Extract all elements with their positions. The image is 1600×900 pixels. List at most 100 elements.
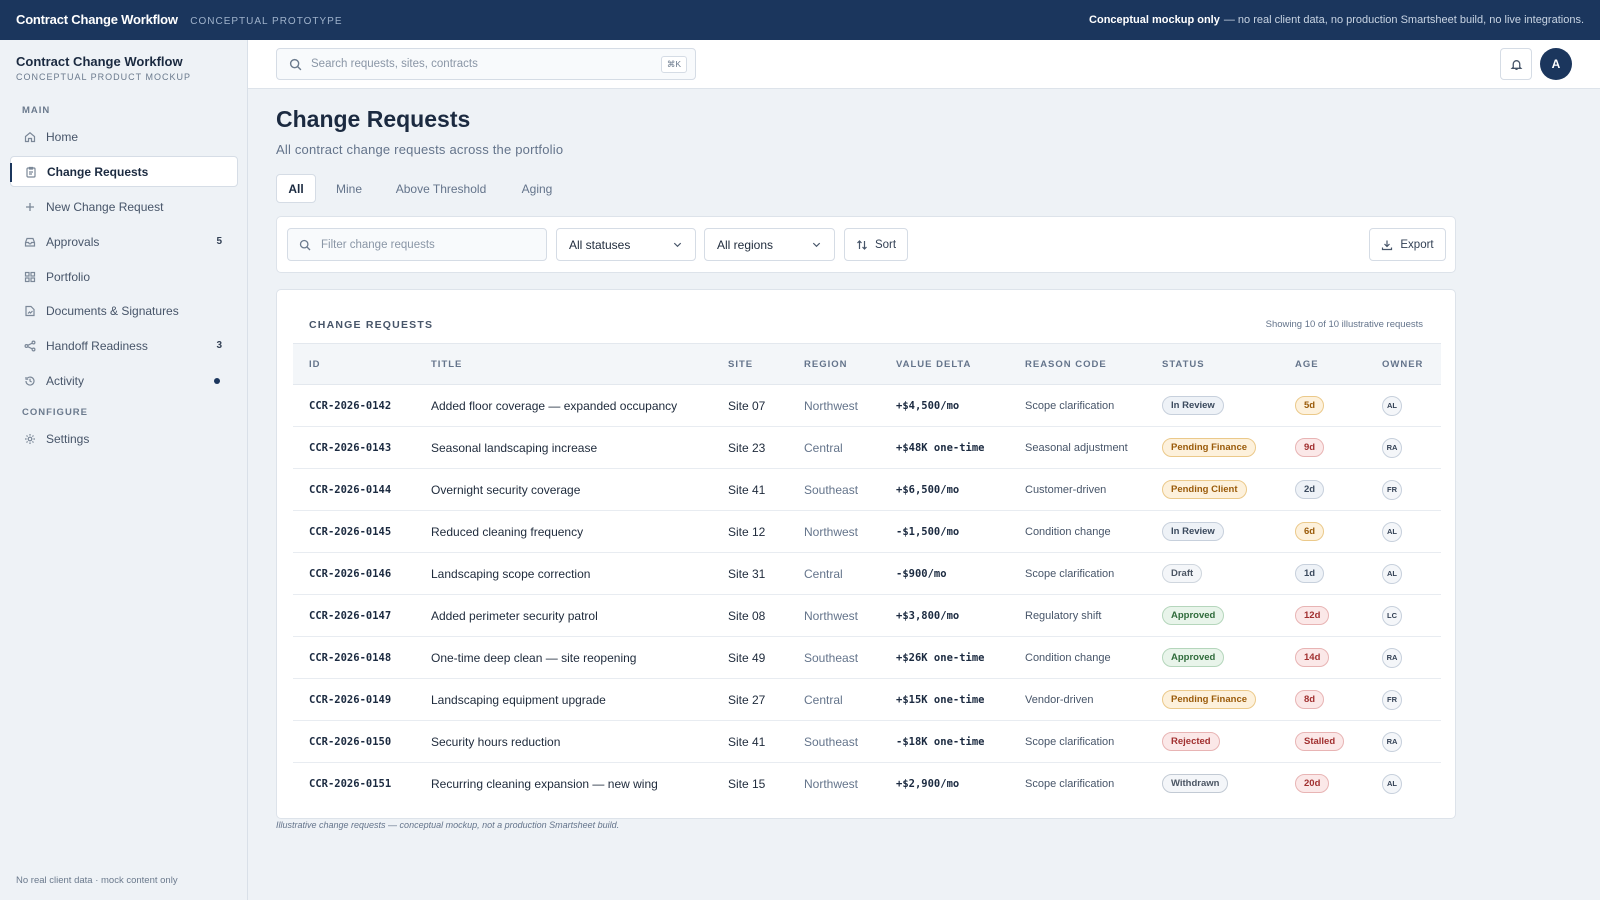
table-row[interactable]: CCR-2026-0144 Overnight security coverag… xyxy=(293,469,1441,511)
column-header-title[interactable]: TITLE xyxy=(431,358,463,370)
sidebar-item-approvals[interactable]: Approvals 5 xyxy=(10,226,238,257)
change-requests-table: ID TITLE SITE REGION VALUE DELTA REASON … xyxy=(293,343,1441,805)
table-row[interactable]: CCR-2026-0151 Recurring cleaning expansi… xyxy=(293,763,1441,805)
global-search[interactable]: ⌘K xyxy=(276,48,696,80)
age-cell: 14d xyxy=(1279,637,1366,679)
change-requests-card: CHANGE REQUESTS Showing 10 of 10 illustr… xyxy=(276,289,1456,819)
status-select[interactable]: All statuses xyxy=(556,228,696,261)
region-select[interactable]: All regions xyxy=(704,228,835,261)
age-cell: 9d xyxy=(1279,427,1366,469)
request-reason-code: Scope clarification xyxy=(1025,399,1115,412)
sidebar-item-activity[interactable]: Activity xyxy=(10,365,238,396)
table-row[interactable]: CCR-2026-0146 Landscaping scope correcti… xyxy=(293,553,1441,595)
column-header-status[interactable]: STATUS xyxy=(1162,358,1205,370)
sidebar-item-settings[interactable]: Settings xyxy=(10,423,238,454)
request-title: Overnight security coverage xyxy=(431,482,581,497)
export-button-label: Export xyxy=(1400,238,1434,251)
request-site: Site 15 xyxy=(728,776,766,791)
table-row[interactable]: CCR-2026-0149 Landscaping equipment upgr… xyxy=(293,679,1441,721)
age-badge: 20d xyxy=(1295,774,1330,794)
search-shortcut-hint: ⌘K xyxy=(660,56,687,73)
request-id[interactable]: CCR-2026-0143 xyxy=(309,441,392,454)
top-banner: Contract Change Workflow CONCEPTUAL PROT… xyxy=(0,0,1600,40)
status-cell: Pending Finance xyxy=(1146,679,1279,721)
search-icon xyxy=(299,239,311,250)
export-button[interactable]: Export xyxy=(1369,228,1446,261)
sort-button[interactable]: Sort xyxy=(844,228,908,261)
request-value-delta: -$1,500/mo xyxy=(896,525,960,538)
request-id[interactable]: CCR-2026-0149 xyxy=(309,693,392,706)
column-header-id[interactable]: ID xyxy=(309,358,321,370)
table-row[interactable]: CCR-2026-0147 Added perimeter security p… xyxy=(293,595,1441,637)
owner-avatar: RA xyxy=(1382,437,1402,458)
global-search-input[interactable] xyxy=(311,58,651,70)
table-row[interactable]: CCR-2026-0143 Seasonal landscaping incre… xyxy=(293,427,1441,469)
table-row[interactable]: CCR-2026-0148 One-time deep clean — site… xyxy=(293,637,1441,679)
request-id[interactable]: CCR-2026-0150 xyxy=(309,735,392,748)
inbox-icon xyxy=(24,236,36,248)
sidebar-item-documents-signatures[interactable]: Documents & Signatures xyxy=(10,295,238,326)
request-title: Reduced cleaning frequency xyxy=(431,524,584,539)
request-id[interactable]: CCR-2026-0151 xyxy=(309,777,392,790)
filter-search-input[interactable] xyxy=(321,238,531,251)
sidebar-item-label: Documents & Signatures xyxy=(46,303,179,318)
sidebar-item-portfolio[interactable]: Portfolio xyxy=(10,261,238,292)
tab-mine[interactable]: Mine xyxy=(335,181,362,196)
clipboard-icon xyxy=(25,166,37,178)
filter-search[interactable] xyxy=(287,228,547,261)
sidebar-item-home[interactable]: Home xyxy=(10,121,238,152)
table-row[interactable]: CCR-2026-0142 Added floor coverage — exp… xyxy=(293,385,1441,427)
tab-all[interactable]: All xyxy=(276,174,316,203)
age-cell: 8d xyxy=(1279,679,1366,721)
column-header-age[interactable]: AGE xyxy=(1295,358,1319,370)
table-row[interactable]: CCR-2026-0150 Security hours reduction S… xyxy=(293,721,1441,763)
column-header-site[interactable]: SITE xyxy=(728,358,754,370)
age-badge: 1d xyxy=(1295,564,1325,583)
request-site: Site 27 xyxy=(728,692,766,707)
age-cell: 1d xyxy=(1279,553,1366,595)
owner-avatar: RA xyxy=(1382,731,1402,752)
request-id[interactable]: CCR-2026-0144 xyxy=(309,483,392,496)
request-region: Central xyxy=(804,692,843,707)
age-cell: 2d xyxy=(1279,469,1366,511)
request-site: Site 31 xyxy=(728,566,766,581)
sidebar-item-change-requests[interactable]: Change Requests xyxy=(10,156,238,187)
age-badge: 12d xyxy=(1295,606,1330,625)
column-header-region[interactable]: REGION xyxy=(804,358,848,370)
request-id[interactable]: CCR-2026-0148 xyxy=(309,651,392,664)
document-sign-icon xyxy=(24,305,36,317)
request-id[interactable]: CCR-2026-0146 xyxy=(309,567,392,580)
status-cell: In Review xyxy=(1146,385,1279,427)
table-row[interactable]: CCR-2026-0145 Reduced cleaning frequency… xyxy=(293,511,1441,553)
sidebar-item-new-change-request[interactable]: New Change Request xyxy=(10,191,238,222)
request-title: Added perimeter security patrol xyxy=(431,608,598,623)
tab-aging[interactable]: Aging xyxy=(521,181,553,196)
request-title: Security hours reduction xyxy=(431,734,561,749)
status-badge: In Review xyxy=(1162,396,1224,415)
sidebar-item-handoff-readiness[interactable]: Handoff Readiness 3 xyxy=(10,330,238,361)
status-badge: Pending Client xyxy=(1162,480,1247,499)
notifications-button[interactable] xyxy=(1500,48,1532,80)
age-cell: 20d xyxy=(1279,763,1366,805)
request-id[interactable]: CCR-2026-0142 xyxy=(309,399,392,412)
column-header-reason-code[interactable]: REASON CODE xyxy=(1025,358,1107,370)
table-header-row: ID TITLE SITE REGION VALUE DELTA REASON … xyxy=(293,343,1441,385)
status-badge: Rejected xyxy=(1162,732,1220,751)
column-header-owner[interactable]: OWNER xyxy=(1382,358,1424,370)
request-reason-code: Vendor-driven xyxy=(1025,693,1094,706)
top-header: ⌘K A xyxy=(248,40,1600,89)
status-cell: Approved xyxy=(1146,595,1279,637)
request-id[interactable]: CCR-2026-0145 xyxy=(309,525,392,538)
request-id[interactable]: CCR-2026-0147 xyxy=(309,609,392,622)
age-cell: Stalled xyxy=(1279,721,1366,763)
owner-cell: FR xyxy=(1366,679,1441,721)
tab-above-threshold[interactable]: Above Threshold xyxy=(395,181,487,196)
status-badge: Pending Finance xyxy=(1162,690,1257,709)
owner-avatar: AL xyxy=(1382,395,1402,416)
share-icon xyxy=(24,340,36,352)
handoff-count-badge: 3 xyxy=(216,340,222,351)
status-badge: Draft xyxy=(1162,564,1203,583)
user-avatar[interactable]: A xyxy=(1540,48,1572,80)
activity-unread-dot xyxy=(214,377,220,384)
column-header-value-delta[interactable]: VALUE DELTA xyxy=(896,358,972,370)
